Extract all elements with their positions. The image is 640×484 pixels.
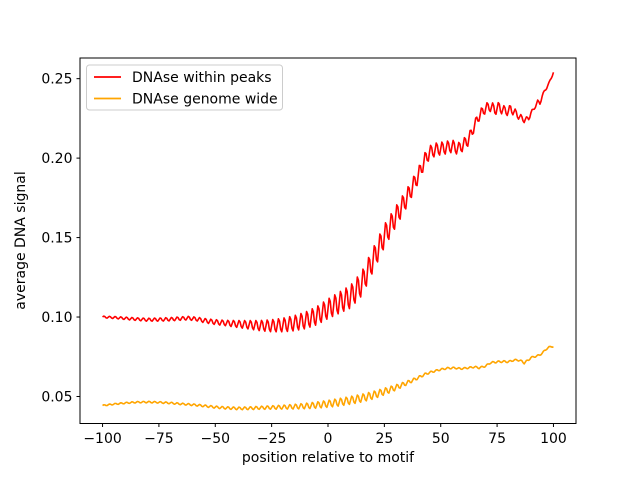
x-tick-label: −50 [200,431,230,447]
x-tick-label: −25 [257,431,287,447]
series-group [102,72,555,411]
x-tick-label: 0 [324,431,333,447]
y-tick-label: 0.20 [41,151,72,167]
x-tick-label: −100 [83,431,121,447]
x-tick-label: −75 [144,431,174,447]
legend-label: DNAse genome wide [132,92,278,108]
legend-label: DNAse within peaks [132,70,272,86]
legend: DNAse within peaks DNAse genome wide [86,64,283,111]
legend-box [86,64,283,111]
y-tick-label: 0.10 [41,310,72,326]
y-axis-label: average DNA signal [13,171,29,309]
x-tick-label: 100 [540,431,567,447]
series-line-dnase-genome-wide [102,345,554,411]
x-tick-label: 75 [488,431,506,447]
x-axis-ticks: −100 −75 −50 −25 0 25 50 75 100 [83,423,567,447]
x-tick-label: 50 [432,431,450,447]
series-line-dnase-within-peaks [102,72,555,333]
x-axis-label: position relative to motif [242,450,415,466]
y-tick-label: 0.05 [41,389,72,405]
y-tick-label: 0.25 [41,72,72,88]
y-axis-ticks: 0.05 0.10 0.15 0.20 0.25 [41,72,80,405]
y-tick-label: 0.15 [41,231,72,247]
x-tick-label: 25 [375,431,393,447]
